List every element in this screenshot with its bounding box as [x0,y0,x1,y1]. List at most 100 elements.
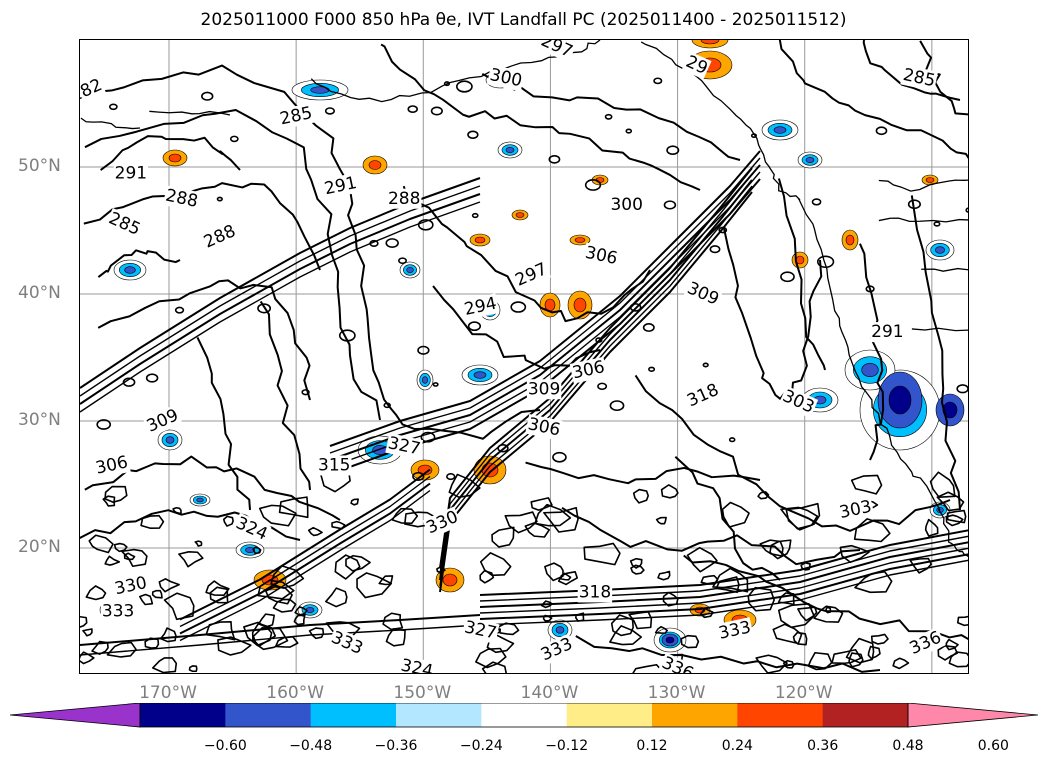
contour-line [350,498,359,506]
contour-line [910,195,961,511]
colorbar-bin [396,703,482,727]
pc-shading [99,40,965,653]
pc-patch [505,147,515,153]
colorbar-tick-label: 0.48 [892,738,924,754]
contour-line [331,520,346,530]
contour-line [345,554,371,572]
lon-label: 130°W [647,683,706,703]
contour-line [325,587,348,608]
contour-label: 291 [871,322,903,342]
contour-line [722,226,823,400]
contour-line [497,622,520,636]
contour-line [382,612,404,631]
contour-line [407,105,418,114]
contour-line [380,43,701,191]
pc-patch [165,436,175,444]
contour-line [524,522,551,538]
contour-line [486,633,515,654]
pc-patch [573,297,587,313]
contour-line [174,306,185,314]
map-panel: 282 285 291 288 285 288 291 288 300 297 297 294 300 3… [79,39,969,674]
contour-line [104,485,128,503]
colorbar-bin [140,703,226,727]
contour-label-bg [577,582,613,603]
contour-line [504,511,538,534]
pc-patch [805,157,815,163]
contour-line [121,548,148,568]
contour-line [655,516,667,525]
contour-line [648,366,656,372]
contour-label-bg [162,185,201,213]
contour-line [956,384,968,394]
contour-line [159,627,177,643]
pc-patch [888,385,912,415]
contour-line [338,329,356,342]
contour-line [747,586,775,612]
contour-line [561,506,861,566]
contour-line [329,157,761,454]
contour-line [850,474,883,495]
contour-label-bg [461,293,500,321]
contour-line [825,606,832,614]
contour-line [83,182,321,271]
contour-line [721,501,750,528]
contour-line [813,605,844,623]
contour-line [769,539,792,560]
contour-line [217,636,252,656]
contour-line [456,80,473,93]
contour-line [446,473,456,481]
contour-line [755,654,788,673]
colorbar-bin [652,703,738,727]
contour-line [96,419,112,430]
contour-line [216,196,223,202]
contour-line [194,540,203,547]
contour-line [272,598,297,613]
contour-label: 300 [610,195,642,215]
contour-line [479,541,968,608]
contour-line [929,471,956,499]
pc-patch [700,40,720,45]
contour-line [178,551,204,568]
contour-line [448,473,481,499]
contour-label: 327 [463,617,499,643]
contour-label-bg [422,506,463,539]
colorbar-tick-label: −0.24 [459,738,503,754]
lat-label: 50°N [18,156,61,176]
contour-label-bg [111,572,150,600]
contour-line [467,321,482,332]
contour-label: 291 [115,163,147,183]
theta-e-contours [80,40,968,673]
contour-line [151,657,178,673]
contour-line [632,488,650,504]
contour-line [265,585,293,605]
pc-patch [124,266,136,274]
contour-label-bg [113,163,149,184]
contour-line [780,506,819,530]
contour-label-bg [511,258,552,292]
colorbar-tick-label: 0.24 [721,738,753,754]
contour-line [97,279,311,401]
contour-line [946,509,967,524]
contour-line [84,455,341,521]
contour-line [867,645,881,660]
coastline-segment [640,41,801,201]
contour-line [595,337,603,343]
pc-patch [168,153,182,163]
contour-line [179,475,431,628]
contour-line [924,518,939,537]
contour-line [674,455,781,581]
contour-line [80,651,95,665]
contour-line [179,489,431,642]
contour-line [196,337,251,511]
contour-label-bg [681,51,712,80]
coastline-segment [80,117,141,130]
contour-line [965,207,968,213]
contour-label-bg [317,455,352,476]
contour-line [811,198,822,206]
contour-label: 306 [94,452,130,478]
contour-label-bg [142,404,183,438]
lon-label: 160°W [266,683,325,703]
contour-line [369,239,379,247]
colorbar-bin [310,703,397,727]
colorbar-bin [822,703,909,727]
